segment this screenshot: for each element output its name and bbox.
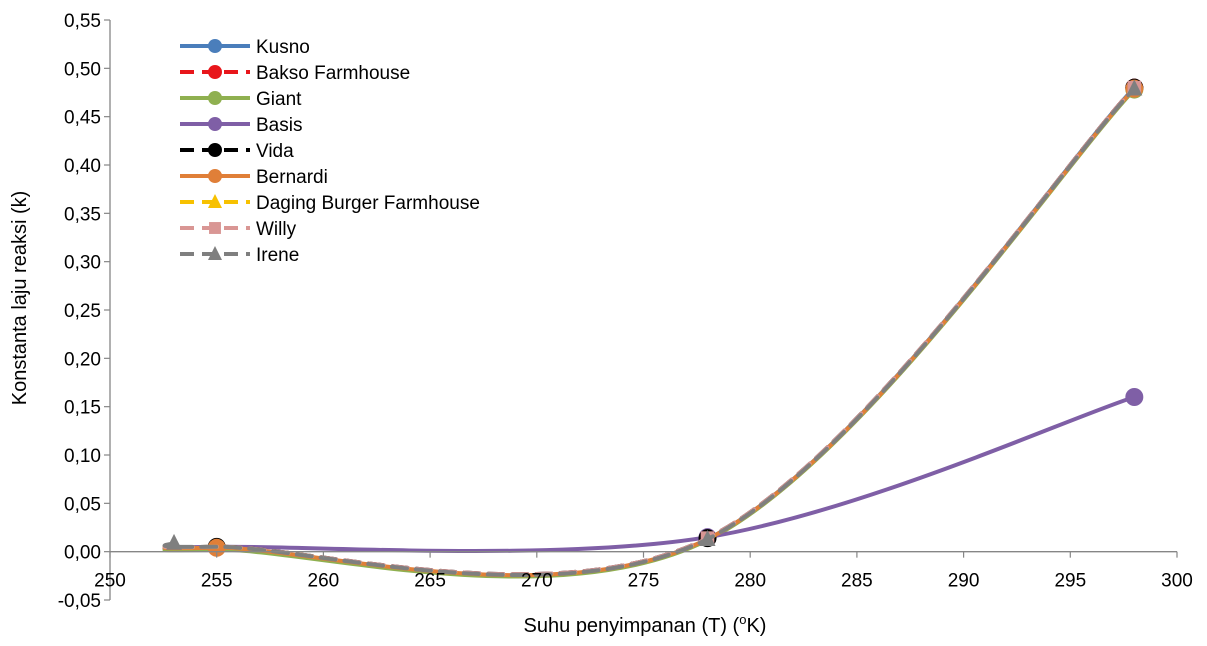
legend-label: Willy bbox=[256, 219, 297, 240]
series-line bbox=[162, 86, 1137, 578]
legend-item-bernardi: Bernardi bbox=[180, 167, 328, 188]
x-tick-label: 280 bbox=[734, 571, 766, 592]
legend-label: Daging Burger Farmhouse bbox=[256, 193, 480, 214]
x-tick-label: 275 bbox=[628, 571, 660, 592]
legend-item-daging-burger-farmhouse: Daging Burger Farmhouse bbox=[180, 193, 480, 214]
series-bakso-farmhouse bbox=[162, 78, 1144, 578]
series-irene bbox=[162, 79, 1143, 578]
y-tick-label: 0,45 bbox=[64, 108, 101, 129]
legend-marker bbox=[208, 246, 222, 260]
legend-marker bbox=[208, 143, 222, 157]
legend-marker bbox=[208, 39, 222, 53]
x-axis-title-main: Suhu penyimpanan (T) ( bbox=[524, 615, 740, 637]
x-tick-label: 290 bbox=[948, 571, 980, 592]
legend: Kusno Bakso Farmhouse Giant Basis Vida Bernar… bbox=[180, 37, 480, 266]
x-tick-label: 300 bbox=[1161, 571, 1193, 592]
series-line bbox=[162, 86, 1137, 578]
legend-item-bakso-farmhouse: Bakso Farmhouse bbox=[180, 63, 410, 84]
legend-marker bbox=[209, 222, 221, 234]
series-line bbox=[162, 85, 1137, 577]
y-tick-label: 0,25 bbox=[64, 301, 101, 322]
x-tick-label: 295 bbox=[1054, 571, 1086, 592]
series-bernardi bbox=[162, 79, 1144, 578]
legend-item-kusno: Kusno bbox=[180, 37, 310, 58]
y-tick-label: 0,15 bbox=[64, 398, 101, 419]
legend-label: Bakso Farmhouse bbox=[256, 63, 410, 84]
series-willy bbox=[162, 80, 1142, 577]
series-line bbox=[162, 85, 1137, 578]
y-tick-label: 0,30 bbox=[64, 253, 101, 274]
y-tick-label: 0,20 bbox=[64, 349, 101, 370]
axis-layer: -0,05 0,00 0,05 0,10 0,15 0,20 0,25 0,30 0,35 0,4… bbox=[58, 11, 1193, 612]
y-tick-label: 0,40 bbox=[64, 156, 101, 177]
series-line bbox=[162, 86, 1137, 577]
legend-label: Kusno bbox=[256, 37, 310, 58]
y-tick-label: 0,00 bbox=[64, 543, 101, 564]
series-vida bbox=[162, 78, 1144, 577]
series-layer bbox=[162, 78, 1144, 579]
x-tick-label: 250 bbox=[94, 571, 126, 592]
series-line bbox=[162, 85, 1137, 577]
legend-marker bbox=[208, 65, 222, 79]
y-tick-label: 0,55 bbox=[64, 11, 101, 32]
data-point bbox=[1125, 388, 1144, 406]
data-point bbox=[1126, 79, 1143, 96]
legend-marker bbox=[208, 169, 222, 183]
x-tick-label: 270 bbox=[521, 571, 553, 592]
series-daging-burger-farmhouse bbox=[162, 86, 1137, 577]
series-line bbox=[162, 395, 1137, 553]
series-line bbox=[162, 87, 1137, 579]
y-tick-label: -0,05 bbox=[58, 591, 101, 612]
legend-marker bbox=[208, 91, 222, 105]
series-giant bbox=[162, 80, 1144, 579]
x-tick-label: 260 bbox=[308, 571, 340, 592]
y-tick-label: 0,50 bbox=[64, 59, 101, 80]
x-tick-label: 255 bbox=[201, 571, 233, 592]
legend-item-giant: Giant bbox=[180, 89, 302, 110]
series-kusno bbox=[162, 78, 1144, 578]
legend-marker bbox=[208, 194, 222, 208]
legend-marker bbox=[208, 117, 222, 131]
legend-label: Bernardi bbox=[256, 167, 328, 188]
y-axis-title: Konstanta laju reaksi (k) bbox=[9, 191, 31, 406]
x-axis-title-superscript: o bbox=[739, 612, 746, 627]
legend-label: Vida bbox=[256, 141, 294, 162]
legend-item-irene: Irene bbox=[180, 245, 299, 266]
series-basis bbox=[162, 388, 1144, 553]
legend-item-willy: Willy bbox=[180, 219, 297, 240]
legend-label: Giant bbox=[256, 89, 302, 110]
x-axis-title-tail: K) bbox=[746, 615, 766, 637]
legend-label: Irene bbox=[256, 245, 299, 266]
x-tick-label: 265 bbox=[414, 571, 446, 592]
y-tick-label: 0,35 bbox=[64, 204, 101, 225]
legend-label: Basis bbox=[256, 115, 302, 136]
data-point bbox=[166, 533, 183, 550]
x-axis-title: Suhu penyimpanan (T) (oK) bbox=[524, 612, 767, 637]
series-line bbox=[162, 85, 1137, 578]
x-tick-label: 285 bbox=[841, 571, 873, 592]
legend-item-basis: Basis bbox=[180, 115, 302, 136]
data-point bbox=[699, 529, 716, 546]
legend-item-vida: Vida bbox=[180, 141, 294, 162]
y-tick-label: 0,05 bbox=[64, 494, 101, 515]
y-tick-label: 0,10 bbox=[64, 446, 101, 467]
